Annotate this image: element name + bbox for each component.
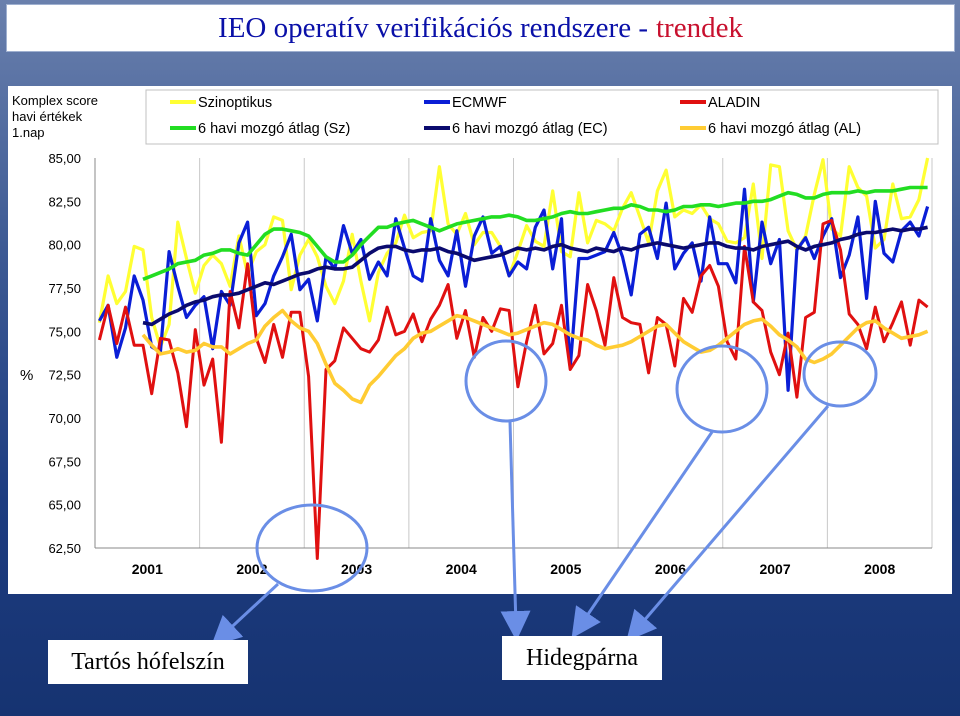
callout-cold-pool: Hidegpárna <box>502 636 662 680</box>
series-line-ec_avg <box>142 225 928 327</box>
x-axis: 2001 2002 2003 2004 2005 2006 2007 2008 <box>95 547 932 577</box>
series-line-sz_avg <box>142 185 928 281</box>
y-axis: 85,00 82,50 80,00 77,50 75,00 72,50 70,00 67,50… <box>20 151 96 556</box>
title-accent: trendek <box>656 11 743 44</box>
y-tick-label: 77,50 <box>48 281 81 296</box>
y-tick-label: 75,00 <box>48 324 81 339</box>
x-tick-label: 2003 <box>341 561 372 577</box>
legend-box <box>145 89 939 145</box>
corner-label-line: 1.nap <box>12 125 45 140</box>
x-tick-label: 2006 <box>655 561 686 577</box>
x-tick-label: 2007 <box>759 561 790 577</box>
y-tick-label: 65,00 <box>48 498 81 513</box>
y-tick-label: 70,00 <box>48 411 81 426</box>
chart-panel: 85,00 82,50 80,00 77,50 75,00 72,50 70,00 67,50… <box>8 86 952 594</box>
y-tick-label: 72,50 <box>48 368 81 383</box>
legend-label: Szinoptikus <box>198 95 272 111</box>
corner-label-line: havi értékek <box>12 109 83 124</box>
corner-label-line: Komplex score <box>12 93 98 108</box>
trend-chart: 85,00 82,50 80,00 77,50 75,00 72,50 70,00 67,50… <box>12 89 939 577</box>
y-tick-label: 67,50 <box>48 454 81 469</box>
x-tick-label: 2004 <box>446 561 477 577</box>
legend-label: 6 havi mozgó átlag (AL) <box>708 121 861 137</box>
legend-label: 6 havi mozgó átlag (EC) <box>452 121 608 137</box>
legend-label: ECMWF <box>452 95 507 111</box>
y-tick-label: 82,50 <box>48 194 81 209</box>
x-tick-label: 2001 <box>132 561 163 577</box>
legend-label: ALADIN <box>708 95 760 111</box>
x-tick-label: 2005 <box>550 561 581 577</box>
page-title: IEO operatív verifikációs rendszere - tr… <box>6 4 955 52</box>
series-line-al_avg <box>141 308 929 405</box>
y-tick-label: 80,00 <box>48 238 81 253</box>
y-tick-label: 85,00 <box>48 151 81 166</box>
x-tick-label: 2008 <box>864 561 895 577</box>
callout-snow-cover: Tartós hófelszín <box>48 640 248 684</box>
y-axis-label: % <box>20 367 33 384</box>
legend: Szinoptikus ECMWF ALADIN 6 havi mozgó átlag… <box>145 89 939 145</box>
legend-label: 6 havi mozgó átlag (Sz) <box>198 121 350 137</box>
title-main: IEO operatív verifikációs rendszere - <box>218 11 648 44</box>
y-tick-label: 62,50 <box>48 541 81 556</box>
x-tick-label: 2002 <box>236 561 267 577</box>
